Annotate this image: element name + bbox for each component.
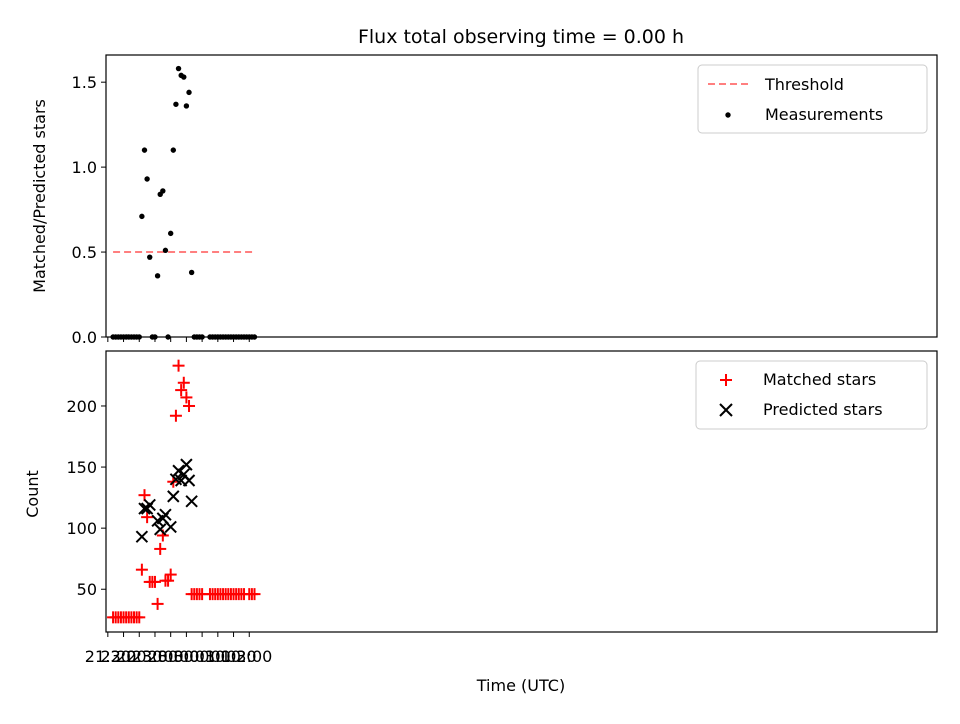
bottom-panel: 50 100 150 200 21:3022:0022:3023:0023:3000:… [23, 350, 938, 695]
top-xticks-layer [107, 337, 250, 342]
measurement-point [170, 147, 177, 153]
top-y-axis-label: Matched/Predicted stars [30, 99, 49, 293]
top-yticks-layer: 0.0 0.5 1.0 1.5 [72, 73, 106, 347]
top-legend: Threshold Measurements [697, 64, 928, 134]
legend-threshold-label: Threshold [764, 75, 844, 94]
matched-star-point [175, 384, 188, 397]
measurement-point [139, 213, 145, 220]
matched-star-point [148, 575, 161, 588]
legend-predicted-label: Predicted stars [763, 400, 883, 419]
matched-star-point [162, 574, 175, 587]
measurement-point [162, 247, 169, 254]
bottom-legend-box [695, 360, 928, 430]
top-y-tick-label: 1.0 [72, 158, 97, 177]
bottom-x-tick-label: 22:00 [100, 647, 146, 666]
predicted-star-point [172, 464, 185, 477]
matched-star-point [248, 588, 261, 601]
bottom-y-tick-label: 50 [77, 580, 97, 599]
top-chart-title: Flux total observing time = 0.00 h [358, 26, 684, 48]
top-y-tick-label: 0.0 [72, 328, 97, 347]
predicted-star-point [180, 458, 193, 471]
bottom-x-tick-label: 00:30 [179, 647, 225, 666]
top-plot-frame [105, 54, 938, 338]
legend-matched-label: Matched stars [763, 370, 876, 389]
bottom-x-tick-label: 23:00 [132, 647, 178, 666]
bottom-x-tick-label: 00:00 [163, 647, 209, 666]
legend-matched-swatch [720, 374, 732, 386]
matched-star-point [151, 597, 164, 610]
matched-star-point [141, 511, 154, 524]
bottom-x-tick-label: 02:00 [226, 647, 272, 666]
predicted-star-point [164, 520, 177, 534]
matched-star-point [180, 391, 193, 404]
bottom-y-tick-label: 100 [66, 519, 97, 538]
bottom-plot-frame [105, 350, 938, 633]
matched-star-point [169, 409, 182, 422]
measurement-point [175, 65, 182, 72]
bottom-x-tick-label: 01:30 [210, 647, 256, 666]
measurement-point [144, 176, 150, 182]
measurement-point [183, 103, 190, 109]
predicted-star-point [154, 523, 167, 536]
bottom-x-tick-label: 01:00 [195, 647, 241, 666]
matched-star-point [183, 399, 196, 412]
bottom-yticks-layer: 50 100 150 200 [66, 397, 106, 599]
top-y-tick-label: 0.5 [72, 243, 97, 262]
matched-star-point [135, 563, 148, 576]
bottom-xticks-layer: 21:3022:0022:3023:0023:3000:0000:3001:00… [85, 632, 272, 666]
predicted-star-point [185, 495, 198, 508]
bottom-points-layer [107, 359, 261, 624]
legend-measurements-swatch [725, 112, 731, 118]
legend-measurements-label: Measurements [765, 105, 883, 124]
matched-star-point [172, 359, 185, 372]
bottom-x-tick-label: 21:30 [85, 647, 131, 666]
bottom-x-tick-label: 23:30 [148, 647, 194, 666]
measurement-point [154, 273, 161, 279]
top-points-layer [110, 65, 258, 340]
bottom-y-axis-label: Count [23, 470, 42, 518]
predicted-star-point [143, 498, 156, 512]
predicted-star-point [138, 502, 151, 515]
predicted-star-point [159, 508, 172, 521]
matched-star-point [177, 376, 190, 389]
bottom-legend: Matched stars Predicted stars [695, 360, 928, 430]
matched-star-point [133, 611, 146, 624]
measurement-point [188, 269, 195, 276]
measurement-point [186, 89, 192, 96]
top-panel: Flux total observing time = 0.00 h 0.00.… [30, 26, 938, 347]
legend-predicted-swatch [719, 403, 733, 417]
measurement-point [173, 101, 179, 107]
matched-star-point [154, 542, 167, 555]
matched-star-point [164, 568, 177, 581]
predicted-star-point [182, 474, 196, 487]
predicted-star-point [167, 490, 180, 503]
measurement-point [181, 74, 187, 80]
measurement-point [167, 230, 174, 237]
top-y-tick-label: 1.5 [72, 73, 97, 92]
bottom-y-tick-label: 150 [66, 458, 97, 477]
measurement-point [147, 254, 153, 260]
top-legend-box [697, 64, 928, 134]
measurement-point [160, 188, 166, 194]
bottom-y-tick-label: 200 [66, 397, 97, 416]
predicted-star-point [135, 530, 149, 543]
measurement-point [141, 147, 148, 153]
bottom-x-axis-label: Time (UTC) [476, 676, 565, 695]
bottom-x-tick-label: 22:30 [116, 647, 162, 666]
matched-star-point [138, 489, 151, 502]
